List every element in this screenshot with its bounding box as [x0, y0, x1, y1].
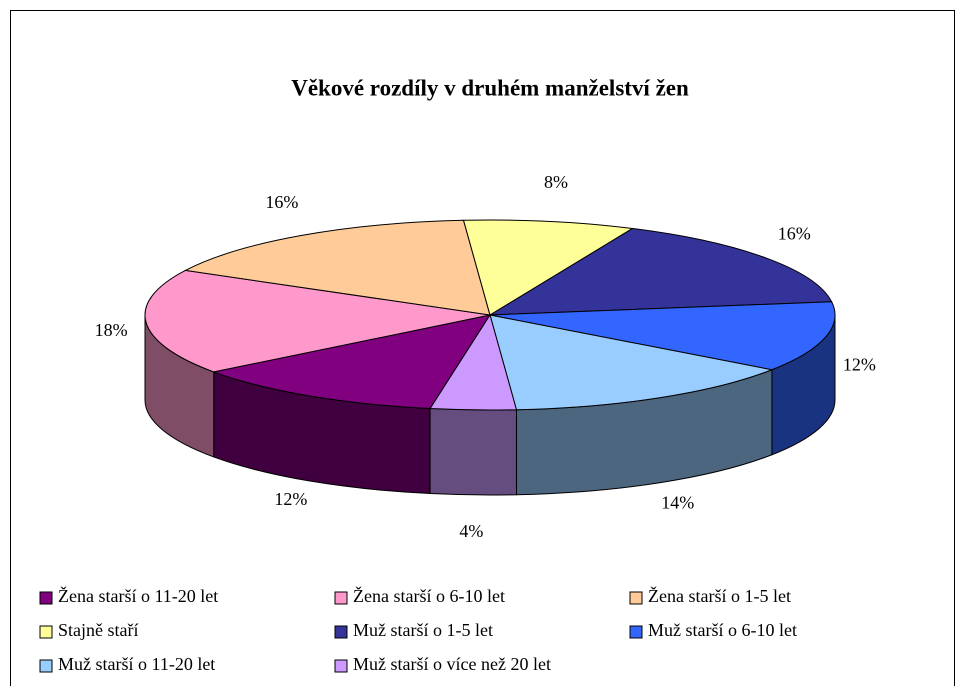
legend-label: Muž starší o 6-10 let — [648, 620, 797, 640]
legend-label: Žena starší o 11-20 let — [58, 585, 218, 606]
slice — [429, 313, 518, 411]
legend-swatch — [629, 591, 643, 605]
slice — [489, 314, 774, 411]
legend-swatch — [39, 625, 53, 639]
data-label: 16% — [265, 192, 298, 212]
legend-label: Stajně staří — [58, 620, 138, 640]
legend-swatch — [39, 591, 53, 605]
slice — [488, 227, 833, 316]
legend-swatch — [334, 659, 348, 673]
slice — [462, 219, 635, 316]
data-label: 16% — [778, 223, 811, 243]
data-label: 8% — [544, 172, 568, 192]
data-label: 12% — [843, 354, 876, 374]
data-label: 14% — [661, 493, 694, 513]
slice — [144, 269, 491, 373]
legend-label: Muž starší o 1-5 let — [353, 620, 493, 640]
data-label: 12% — [274, 489, 307, 509]
legend-label: Muž starší o 11-20 let — [58, 654, 215, 674]
legend-label: Žena starší o 6-10 let — [353, 585, 505, 606]
legend-label: Muž starší o více než 20 let — [353, 654, 551, 674]
slice — [489, 301, 836, 371]
legend-swatch — [629, 625, 643, 639]
data-label: 18% — [95, 320, 128, 340]
chart-title: Věkové rozdíly v druhém manželství žen — [291, 75, 689, 100]
data-label: 4% — [459, 521, 483, 541]
legend-swatch — [39, 659, 53, 673]
slice — [183, 219, 491, 316]
legend-swatch — [334, 625, 348, 639]
legend-swatch — [334, 591, 348, 605]
slice — [211, 314, 492, 410]
legend-label: Žena starší o 1-5 let — [648, 585, 791, 606]
slice-side — [429, 408, 517, 496]
